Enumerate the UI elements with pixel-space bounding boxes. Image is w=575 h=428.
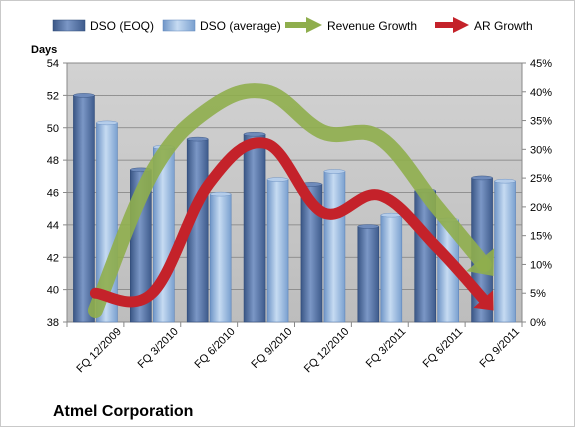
bar-dso-average xyxy=(209,193,232,323)
left-tick-label: 48 xyxy=(47,155,59,167)
x-tick-label: FQ 6/2011 xyxy=(421,326,466,371)
legend-item-dso-average: DSO (average) xyxy=(162,19,281,33)
right-tick-label: 20% xyxy=(530,202,552,214)
left-tick-label: 52 xyxy=(47,90,59,102)
legend-label-revenue-growth: Revenue Growth xyxy=(327,19,417,33)
left-tick-label: 44 xyxy=(47,220,59,232)
x-axis: FQ 12/2009 FQ 3/2010 FQ 6/2010 FQ 9/2010 FQ … xyxy=(66,321,523,376)
chart-title: Atmel Corporation xyxy=(53,403,193,420)
left-tick-label: 38 xyxy=(47,317,59,329)
legend-arrowhead-revenue-growth xyxy=(306,17,322,33)
bar-dso-average-cap xyxy=(323,169,346,174)
legend-label-dso-average: DSO (average) xyxy=(200,19,281,33)
legend-swatch-dso-average xyxy=(162,19,196,32)
right-axis: 45% 40% 35% 30% 25% 20% 15% 10% 5% 0% xyxy=(521,58,552,329)
bar-dso-average-cap xyxy=(209,191,232,197)
bar-dso-average-cap xyxy=(96,120,118,126)
legend-item-dso-eoq: DSO (EOQ) xyxy=(52,19,154,33)
bar-dso-eoq xyxy=(243,133,266,323)
legend-arrowhead-ar-growth xyxy=(453,17,469,33)
x-tick-label: FQ 9/2011 xyxy=(477,326,522,371)
left-tick-label: 50 xyxy=(47,123,59,135)
arrowhead-revenue-growth xyxy=(466,248,495,276)
right-tick-label: 35% xyxy=(530,116,552,128)
bar-dso-average xyxy=(323,171,346,323)
line-revenue-growth xyxy=(87,83,492,318)
line-ar-growth xyxy=(89,137,492,308)
y-axis-label: Days xyxy=(31,44,57,56)
legend-label-dso-eoq: DSO (EOQ) xyxy=(90,19,154,33)
x-tick-label: FQ 3/2010 xyxy=(136,326,181,371)
left-tick-label: 54 xyxy=(47,58,59,70)
legend: DSO (EOQ) DSO (average) Revenue Growth A… xyxy=(52,17,533,33)
right-tick-label: 30% xyxy=(530,144,552,156)
right-tick-label: 15% xyxy=(530,231,552,243)
legend-swatch-dso-eoq xyxy=(52,19,86,32)
bar-dso-average-cap xyxy=(494,178,516,184)
bar-dso-eoq-cap xyxy=(471,175,493,181)
x-tick-label: FQ 12/2010 xyxy=(302,326,352,376)
left-tick-label: 46 xyxy=(47,188,59,200)
bar-dso-eoq-cap xyxy=(186,136,209,142)
right-tick-label: 25% xyxy=(530,173,552,185)
bar-dso-average xyxy=(266,179,289,323)
bar-dso-average-cap xyxy=(266,177,289,182)
left-axis: 54 52 50 48 46 44 42 40 38 xyxy=(47,58,68,329)
growth-lines xyxy=(87,83,495,318)
left-tick-label: 40 xyxy=(47,285,59,297)
right-tick-label: 5% xyxy=(530,288,546,300)
bar-dso-eoq-cap xyxy=(357,224,380,229)
legend-label-ar-growth: AR Growth xyxy=(474,19,533,33)
bar-dso-eoq-cap xyxy=(243,132,266,137)
x-tick-label: FQ 6/2010 xyxy=(193,326,238,371)
bar-dso-average xyxy=(380,214,403,323)
right-tick-label: 10% xyxy=(530,259,552,271)
legend-item-ar-growth: AR Growth xyxy=(435,17,533,33)
right-tick-label: 40% xyxy=(530,87,552,99)
bar-dso-average xyxy=(494,180,516,323)
x-tick-label: FQ 12/2009 xyxy=(74,326,124,376)
arrowhead-ar-growth xyxy=(473,290,494,311)
x-tick-label: FQ 3/2011 xyxy=(364,326,409,371)
x-tick-label: FQ 9/2010 xyxy=(249,326,294,371)
right-tick-label: 0% xyxy=(530,317,546,329)
bar-dso-eoq xyxy=(357,226,380,323)
bar-dso-eoq xyxy=(73,95,95,323)
left-tick-label: 42 xyxy=(47,252,59,264)
right-tick-label: 45% xyxy=(530,58,552,70)
bar-dso-eoq-cap xyxy=(73,93,95,98)
legend-item-revenue-growth: Revenue Growth xyxy=(285,17,417,33)
